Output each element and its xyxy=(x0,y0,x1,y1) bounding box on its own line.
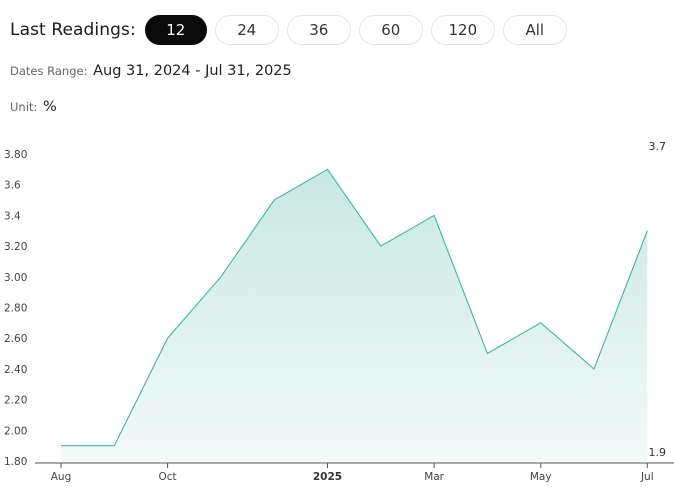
y-tick-label: 3.00 xyxy=(4,272,27,284)
dates-range-value: Aug 31, 2024 - Jul 31, 2025 xyxy=(93,63,292,79)
series-line xyxy=(61,168,648,447)
range-120-button[interactable]: 120 xyxy=(430,15,495,45)
y-tick-label: 2.60 xyxy=(4,333,27,345)
y-tick-label: 1.80 xyxy=(4,456,27,468)
range-24-button[interactable]: 24 xyxy=(214,15,279,45)
y-tick-label: 3.20 xyxy=(4,241,27,253)
readings-area-chart: 1.80 2.00 2.20 2.40 2.60 2.80 3.00 3.20 3.4 3.6 3.… xyxy=(4,140,674,483)
max-value-label: 3.7 xyxy=(649,140,667,153)
unit-info: Unit: % xyxy=(10,99,57,115)
x-tick-label: 2025 xyxy=(313,471,342,483)
x-tick-label: Oct xyxy=(159,471,177,483)
y-tick-label: 3.6 xyxy=(4,180,21,192)
y-tick-label: 2.80 xyxy=(4,303,27,315)
y-tick-label: 3.4 xyxy=(4,210,21,222)
dates-range-label: Dates Range: xyxy=(10,64,88,78)
x-tick-label: Aug xyxy=(51,471,72,483)
x-tick-label: May xyxy=(530,471,552,483)
unit-label: Unit: xyxy=(10,100,38,114)
range-12-button[interactable]: 12 xyxy=(144,15,207,45)
dates-range: Dates Range: Aug 31, 2024 - Jul 31, 2025 xyxy=(10,63,292,79)
range-all-button[interactable]: All xyxy=(502,15,567,45)
y-tick-label: 2.20 xyxy=(4,395,27,407)
series-area xyxy=(61,169,648,464)
x-tick-label: Mar xyxy=(424,471,444,483)
min-value-label: 1.9 xyxy=(649,446,667,459)
unit-value: % xyxy=(42,99,57,115)
y-axis: 1.80 2.00 2.20 2.40 2.60 2.80 3.00 3.20 3.4 3.6 3.… xyxy=(4,149,27,468)
x-axis: Aug Oct 2025 Mar May Jul xyxy=(51,463,654,483)
y-tick-label: 3.80 xyxy=(4,149,27,161)
y-tick-label: 2.00 xyxy=(4,425,27,437)
range-36-button[interactable]: 36 xyxy=(286,15,351,45)
y-tick-label: 2.40 xyxy=(4,364,27,376)
x-tick-label: Jul xyxy=(640,471,654,483)
readings-toolbar: Last Readings: 12 24 36 60 120 All xyxy=(10,15,575,45)
last-readings-label: Last Readings: xyxy=(10,20,136,40)
range-60-button[interactable]: 60 xyxy=(358,15,423,45)
